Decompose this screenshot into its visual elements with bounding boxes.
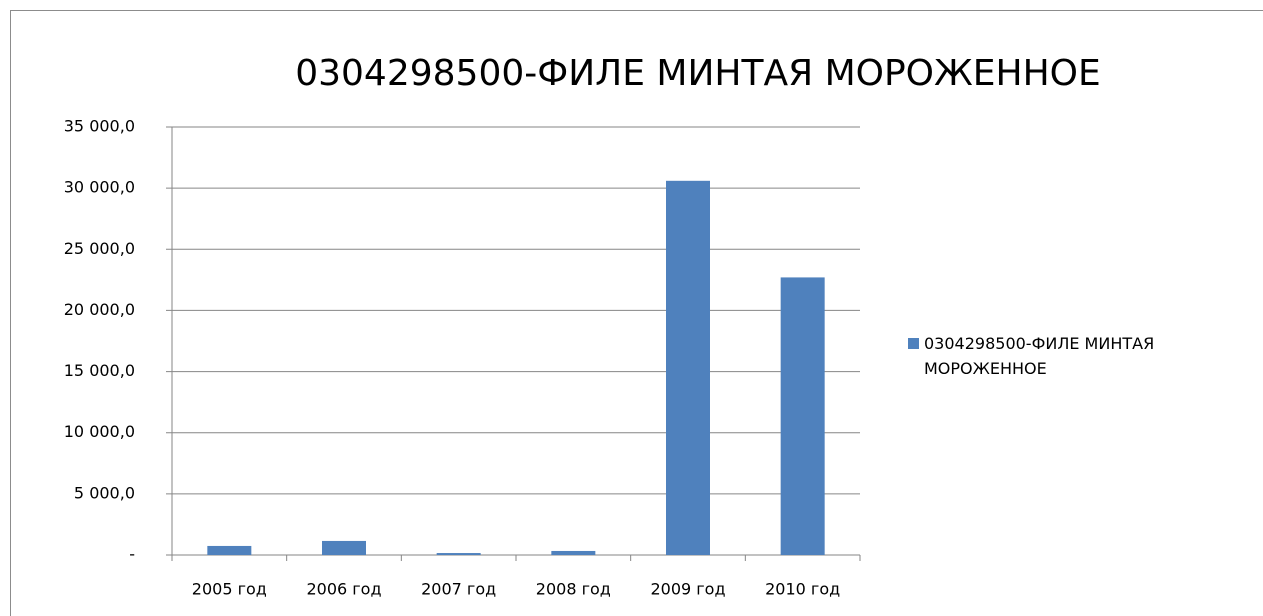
x-tick-label: 2009 год — [650, 580, 725, 599]
y-tick-label: 5 000,0 — [74, 483, 135, 502]
x-tick-label: 2007 год — [421, 580, 496, 599]
y-tick-label: 25 000,0 — [64, 239, 135, 258]
y-tick-label: - — [129, 545, 135, 564]
y-tick-label: 10 000,0 — [64, 422, 135, 441]
bar — [436, 553, 481, 555]
x-tick-label: 2006 год — [306, 580, 381, 599]
bar — [207, 545, 252, 555]
y-tick-label: 35 000,0 — [64, 117, 135, 136]
chart-border — [10, 10, 1263, 616]
y-tick-label: 15 000,0 — [64, 361, 135, 380]
bar — [666, 180, 710, 555]
x-tick-label: 2008 год — [536, 580, 611, 599]
bar — [780, 277, 825, 555]
legend-swatch — [908, 338, 919, 349]
bar — [551, 550, 596, 555]
legend-label: 0304298500-ФИЛЕ МИНТАЯ МОРОЖЕННОЕ — [924, 334, 1155, 378]
legend: 0304298500-ФИЛЕ МИНТАЯ МОРОЖЕННОЕ — [908, 331, 1238, 381]
y-tick-label: 20 000,0 — [64, 300, 135, 319]
x-tick-label: 2010 год — [765, 580, 840, 599]
x-tick-label: 2005 год — [192, 580, 267, 599]
bar — [322, 540, 366, 555]
chart-title: 0304298500-ФИЛЕ МИНТАЯ МОРОЖЕННОЕ — [295, 53, 1101, 94]
y-tick-label: 30 000,0 — [64, 178, 135, 197]
